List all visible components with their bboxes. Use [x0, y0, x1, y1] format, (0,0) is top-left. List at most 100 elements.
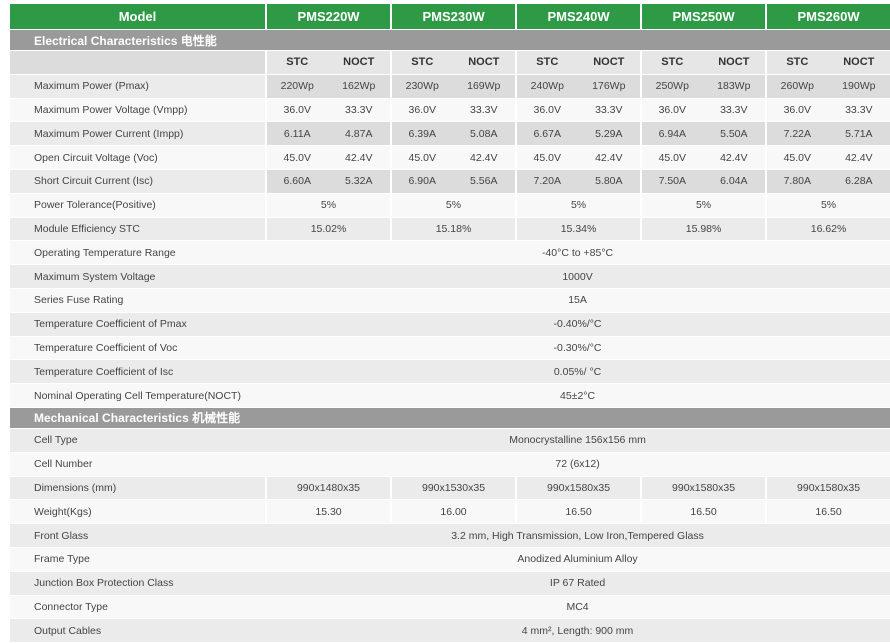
model-header-cell: PMS260W	[765, 4, 890, 30]
spec-row-label: Front Glass	[10, 524, 265, 548]
spec-value-cell: 183Wp	[702, 74, 766, 99]
spec-value-cell: 240Wp	[515, 74, 578, 99]
spec-value-cell: 36.0V	[640, 98, 703, 123]
spec-row-label: Nominal Operating Cell Temperature(NOCT)	[10, 384, 265, 408]
spec-value-cell: 16.62%	[765, 217, 890, 242]
spec-value-cell: 6.94A	[640, 122, 703, 147]
model-header-label: Model	[10, 4, 265, 30]
spec-row: Temperature Coefficient of Pmax -0.40%/°C	[10, 312, 890, 337]
spec-value-cell: 7.50A	[640, 169, 703, 194]
spec-value-cell: 6.39A	[390, 122, 453, 147]
spec-row: Power Tolerance(Positive) 5% 5% 5% 5% 5%	[10, 193, 890, 218]
mechanical-section-header: Mechanical Characteristics 机械性能	[10, 407, 890, 429]
spec-value-cell: 162Wp	[327, 74, 391, 99]
spec-row-label: Output Cables	[10, 619, 265, 644]
spec-value-cell: -0.30%/°C	[265, 336, 890, 361]
spec-row: Dimensions (mm) 990x1480x35 990x1530x35 990…	[10, 476, 890, 501]
spec-value-cell: 16.50	[515, 500, 641, 525]
spec-value-cell: 36.0V	[390, 98, 453, 123]
spec-row-label: Cell Number	[10, 452, 265, 477]
spec-value-cell: 42.4V	[452, 146, 516, 170]
model-header-cell: PMS220W	[265, 4, 391, 30]
spec-value-cell: 42.4V	[827, 146, 890, 170]
spec-value-cell: 5%	[640, 193, 766, 218]
spec-value-cell: 990x1580x35	[640, 476, 766, 501]
spec-value-cell: 45.0V	[390, 146, 453, 170]
spec-row: Operating Temperature Range -40°C to +85°…	[10, 241, 890, 266]
spec-value-cell: 176Wp	[577, 74, 641, 99]
spec-value-cell: 5%	[765, 193, 890, 218]
spec-row: Cell Number 72 (6x12)	[10, 452, 890, 477]
subheader-stc: STC	[640, 51, 703, 75]
spec-value-cell: 6.04A	[702, 169, 766, 194]
spec-value-cell: 0.05%/ °C	[265, 360, 890, 385]
spec-row: Connector Type MC4	[10, 595, 890, 620]
spec-row-label: Temperature Coefficient of Isc	[10, 360, 265, 385]
stc-noct-subheader-row: STC NOCT STC NOCT STC NOCT STC NOCT STC NOCT	[10, 51, 890, 75]
spec-value-cell: 990x1480x35	[265, 476, 391, 501]
spec-value-cell: 15.34%	[515, 217, 641, 242]
spec-value-cell: 4.87A	[327, 122, 391, 147]
spec-value-cell: 5.29A	[577, 122, 641, 147]
spec-table: Model PMS220W PMS230W PMS240W PMS250W PMS260W…	[10, 4, 890, 644]
spec-value-cell: 45.0V	[765, 146, 828, 170]
spec-value-cell: 6.28A	[827, 169, 890, 194]
subheader-noct: NOCT	[577, 51, 641, 75]
model-header-row: Model PMS220W PMS230W PMS240W PMS250W PMS260W	[10, 4, 890, 30]
spec-value-cell: 15A	[265, 288, 890, 313]
spec-value-cell: 7.20A	[515, 169, 578, 194]
spec-value-cell: 5.80A	[577, 169, 641, 194]
spec-value-cell: 42.4V	[577, 146, 641, 170]
spec-row: Frame Type Anodized Aluminium Alloy	[10, 547, 890, 572]
spec-value-cell: 45.0V	[515, 146, 578, 170]
spec-row-label: Temperature Coefficient of Pmax	[10, 312, 265, 337]
spec-row-label: Cell Type	[10, 428, 265, 453]
spec-value-cell: 16.50	[765, 500, 890, 525]
spec-row-label: Maximum Power Voltage (Vmpp)	[10, 98, 265, 123]
spec-row: Temperature Coefficient of Voc -0.30%/°C	[10, 336, 890, 361]
electrical-section-header: Electrical Characteristics 电性能	[10, 30, 890, 51]
spec-row-label: Connector Type	[10, 595, 265, 620]
spec-row-label: Temperature Coefficient of Voc	[10, 336, 265, 361]
subheader-noct: NOCT	[327, 51, 391, 75]
spec-value-cell: 36.0V	[515, 98, 578, 123]
spec-value-cell: 5.32A	[327, 169, 391, 194]
spec-value-cell: 45.0V	[640, 146, 703, 170]
spec-row: Series Fuse Rating 15A	[10, 288, 890, 313]
spec-value-cell: 36.0V	[765, 98, 828, 123]
spec-value-cell: 42.4V	[327, 146, 391, 170]
spec-row-label: Series Fuse Rating	[10, 288, 265, 313]
spec-value-cell: 990x1580x35	[515, 476, 641, 501]
model-header-cell: PMS230W	[390, 4, 516, 30]
subheader-noct: NOCT	[452, 51, 516, 75]
subheader-stc: STC	[390, 51, 453, 75]
spec-row: Weight(Kgs) 15.30 16.00 16.50 16.50 16.50	[10, 500, 890, 525]
spec-value-cell: 6.60A	[265, 169, 328, 194]
spec-row-label: Junction Box Protection Class	[10, 571, 265, 596]
spec-value-cell: 990x1580x35	[765, 476, 890, 501]
spec-row: Maximum Power Current (Impp) 6.11A 4.87A 6.…	[10, 122, 890, 147]
spec-row: Front Glass 3.2 mm, High Transmission, Lo…	[10, 524, 890, 548]
spec-value-cell: 16.00	[390, 500, 516, 525]
spec-row: Temperature Coefficient of Isc 0.05%/ °C	[10, 360, 890, 385]
spec-value-cell: 260Wp	[765, 74, 828, 99]
spec-value-cell: 190Wp	[827, 74, 890, 99]
spec-value-cell: -40°C to +85°C	[265, 241, 890, 266]
spec-value-cell: 33.3V	[327, 98, 391, 123]
spec-value-cell: 230Wp	[390, 74, 453, 99]
spec-row-label: Power Tolerance(Positive)	[10, 193, 265, 218]
spec-row-label: Module Efficiency STC	[10, 217, 265, 242]
subheader-stc: STC	[515, 51, 578, 75]
spec-value-cell: 220Wp	[265, 74, 328, 99]
spec-row-label: Open Circuit Voltage (Voc)	[10, 146, 265, 170]
spec-value-cell: -0.40%/°C	[265, 312, 890, 337]
subheader-noct: NOCT	[702, 51, 766, 75]
subheader-blank-cell	[10, 51, 265, 75]
spec-row: Module Efficiency STC 15.02% 15.18% 15.34% 1…	[10, 217, 890, 242]
spec-value-cell: 6.90A	[390, 169, 453, 194]
spec-row-label: Dimensions (mm)	[10, 476, 265, 501]
spec-value-cell: 5.71A	[827, 122, 890, 147]
spec-value-cell: 7.22A	[765, 122, 828, 147]
spec-value-cell: 5%	[390, 193, 516, 218]
spec-value-cell: 250Wp	[640, 74, 703, 99]
